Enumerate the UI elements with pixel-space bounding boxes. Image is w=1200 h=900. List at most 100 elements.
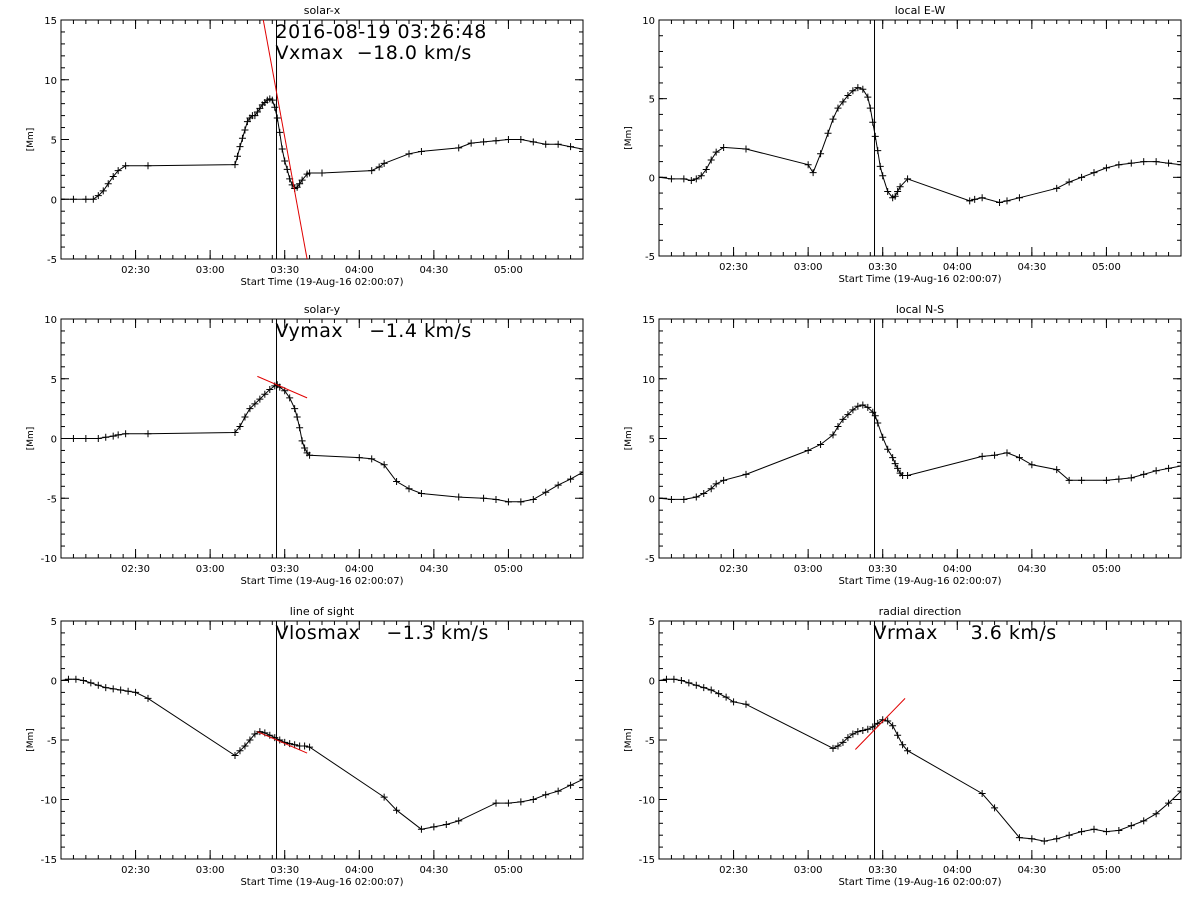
- x-tick-label: 05:00: [1092, 262, 1121, 273]
- data-point: [692, 681, 700, 689]
- data-point: [117, 686, 125, 694]
- data-point: [241, 742, 249, 750]
- x-tick-label: 03:30: [868, 564, 897, 575]
- data-point: [904, 747, 912, 755]
- data-point: [720, 476, 728, 484]
- data-point: [978, 452, 986, 460]
- data-point: [707, 485, 715, 493]
- data-point: [542, 791, 550, 799]
- data-point: [1078, 476, 1086, 484]
- data-point: [480, 494, 488, 502]
- y-tick-label: 5: [51, 617, 57, 628]
- velocity-annotation: 2016-08-19 03:26:48: [276, 21, 487, 43]
- data-point: [293, 183, 301, 191]
- data-point: [271, 103, 279, 111]
- data-point: [1040, 837, 1048, 845]
- y-tick-label: 5: [51, 136, 57, 147]
- data-point: [889, 722, 897, 730]
- data-point: [276, 128, 284, 136]
- chart-panel-1: solar-x -5 0 5 10 15 02:30 03:00 03:30 04:00 04:30…: [26, 4, 584, 288]
- data-point: [896, 183, 904, 191]
- y-tick-label: -5: [47, 255, 57, 266]
- y-tick-label: -15: [41, 855, 57, 866]
- data-point: [1115, 475, 1123, 483]
- data-point: [567, 475, 575, 483]
- data-point: [368, 455, 376, 463]
- y-tick-label: 5: [649, 435, 655, 446]
- data-point: [817, 150, 825, 158]
- data-point: [268, 96, 276, 104]
- data-point: [99, 187, 107, 195]
- data-point: [966, 197, 974, 205]
- y-tick-label: -10: [41, 554, 57, 565]
- data-point: [829, 431, 837, 439]
- y-tick-label: 0: [649, 677, 655, 688]
- data-point: [1102, 828, 1110, 836]
- data-point: [1090, 825, 1098, 833]
- data-point: [697, 172, 705, 180]
- y-tick-label: 15: [642, 315, 655, 326]
- data-point: [291, 741, 299, 749]
- data-point: [864, 725, 872, 733]
- data-point: [871, 412, 879, 420]
- data-point: [1165, 464, 1173, 472]
- data-point: [874, 419, 882, 427]
- data-point: [1090, 169, 1098, 177]
- data-point: [243, 118, 251, 126]
- data-point: [542, 140, 550, 148]
- data-point: [542, 488, 550, 496]
- data-point: [517, 798, 525, 806]
- data-point: [1127, 159, 1135, 167]
- y-tick-label: 0: [649, 173, 655, 184]
- data-point: [281, 157, 289, 165]
- data-point: [904, 175, 912, 183]
- x-tick-label: 04:00: [943, 865, 972, 876]
- data-point: [707, 686, 715, 694]
- y-tick-label: -5: [645, 736, 655, 747]
- y-axis-label: [Mm]: [26, 128, 36, 152]
- data-point: [702, 165, 710, 173]
- data-point: [554, 140, 562, 148]
- data-point: [839, 415, 847, 423]
- y-tick-label: 5: [649, 95, 655, 106]
- chart-panel-4: local N-S -5 0 5 10 15 02:30 03:00 03:30 04:00 04:…: [624, 303, 1182, 587]
- data-point: [879, 433, 887, 441]
- data-point: [884, 187, 892, 195]
- data-point: [455, 493, 463, 501]
- data-point: [1152, 158, 1160, 166]
- fit-line: [257, 375, 308, 399]
- data-point: [891, 460, 899, 468]
- x-tick-label: 02:30: [719, 564, 748, 575]
- data-point: [72, 675, 80, 683]
- data-point: [1152, 810, 1160, 818]
- data-point: [554, 481, 562, 489]
- data-point: [742, 145, 750, 153]
- data-point: [1177, 787, 1181, 795]
- data-point: [1102, 476, 1110, 484]
- data-point: [1003, 197, 1011, 205]
- data-point: [517, 498, 525, 506]
- x-tick-label: 04:00: [943, 262, 972, 273]
- data-point: [904, 472, 912, 480]
- data-point: [824, 129, 832, 137]
- chart-panel-6: radial direction -15 -10 -5 0 5 02:30 03:00 03:3…: [624, 605, 1182, 888]
- x-axis-label: Start Time (19-Aug-16 02:00:07): [240, 877, 403, 888]
- data-point: [829, 115, 837, 123]
- x-tick-label: 03:00: [794, 564, 823, 575]
- data-point: [707, 156, 715, 164]
- data-point: [355, 454, 363, 462]
- data-point: [1152, 467, 1160, 475]
- data-point: [94, 192, 102, 200]
- data-point: [844, 734, 852, 742]
- data-point: [670, 675, 678, 683]
- data-point: [712, 480, 720, 488]
- plot-frame: [658, 19, 1182, 257]
- data-point: [298, 437, 306, 445]
- x-tick-label: 03:30: [868, 262, 897, 273]
- x-tick-label: 02:30: [719, 865, 748, 876]
- data-point: [804, 161, 812, 169]
- data-point: [991, 804, 999, 812]
- data-point: [144, 430, 152, 438]
- data-point: [504, 799, 512, 807]
